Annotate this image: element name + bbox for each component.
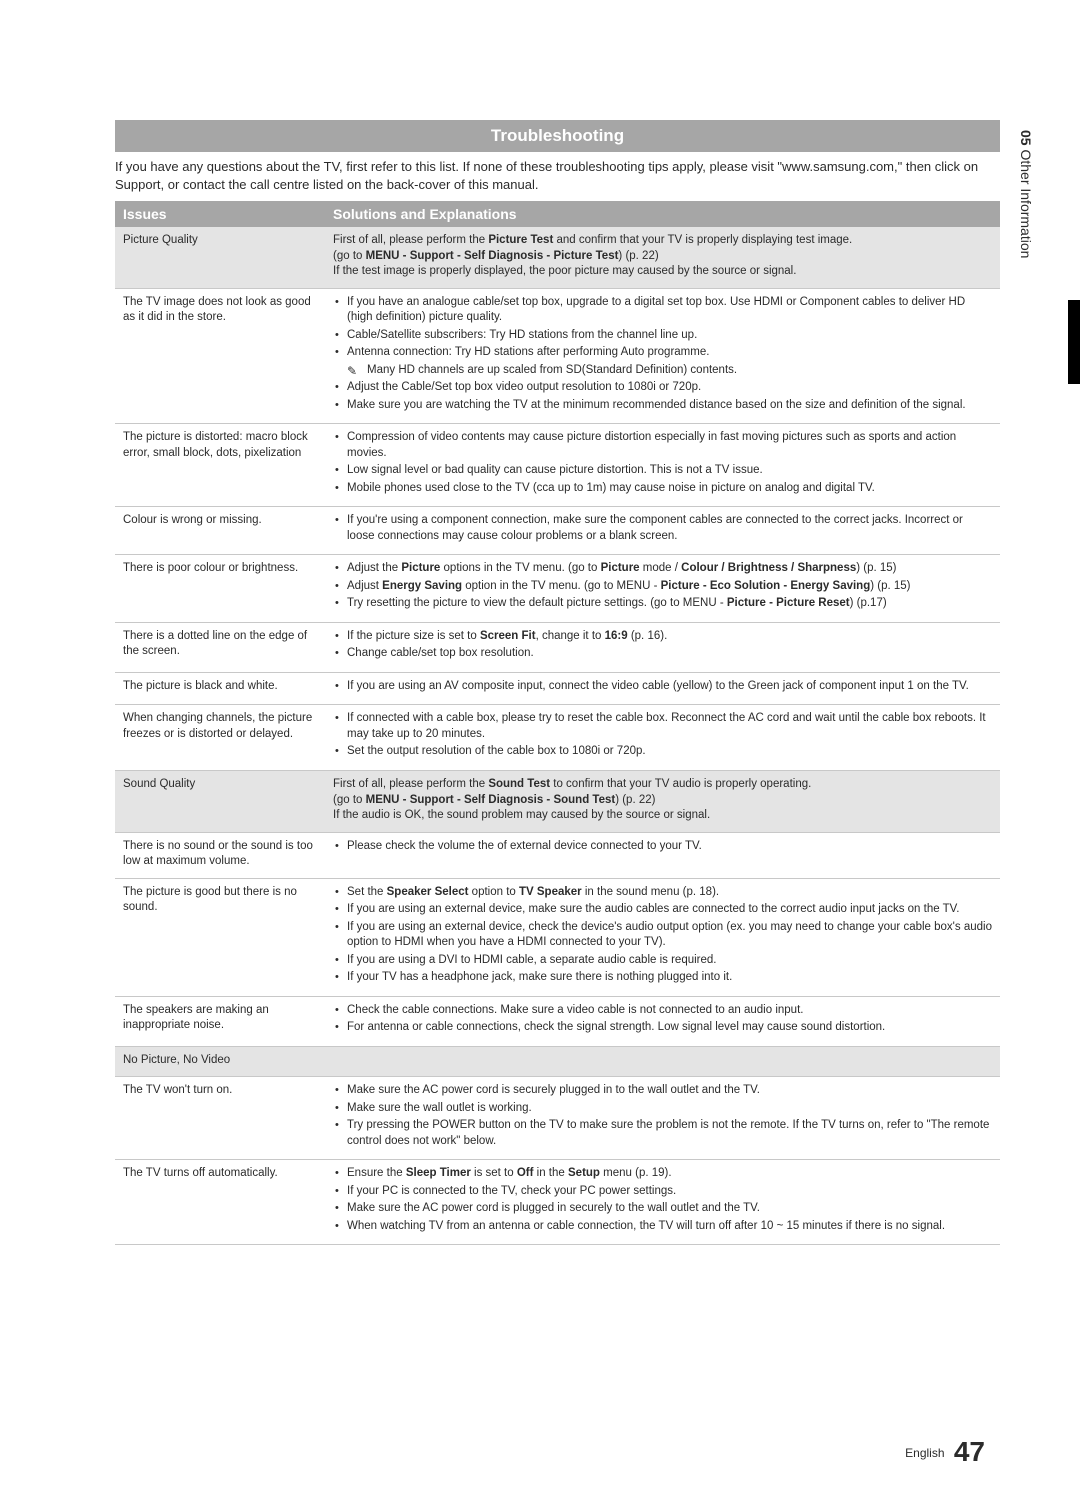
solution-cell: Check the cable connections. Make sure a… bbox=[325, 996, 1000, 1046]
list-item: Mobile phones used close to the TV (cca … bbox=[333, 481, 992, 497]
table-row: Colour is wrong or missing. If you're usi… bbox=[115, 507, 1000, 555]
list-item: Check the cable connections. Make sure a… bbox=[333, 1003, 992, 1019]
solution-cell: If you are using an AV composite input, … bbox=[325, 672, 1000, 705]
issue-cell: The picture is good but there is no soun… bbox=[115, 878, 325, 996]
list-item: If your TV has a headphone jack, make su… bbox=[333, 970, 992, 986]
list-item: Try pressing the POWER button on the TV … bbox=[333, 1118, 992, 1149]
thumb-index-tab bbox=[1068, 300, 1080, 384]
list-item: If you're using a component connection, … bbox=[333, 513, 992, 544]
list-item: When watching TV from an antenna or cabl… bbox=[333, 1219, 992, 1235]
solution-cell: First of all, please perform the Picture… bbox=[325, 227, 1000, 288]
table-row: The picture is black and white. If you ar… bbox=[115, 672, 1000, 705]
list-item: Low signal level or bad quality can caus… bbox=[333, 463, 992, 479]
list-item: Compression of video contents may cause … bbox=[333, 430, 992, 461]
list-item: Make sure the wall outlet is working. bbox=[333, 1101, 992, 1117]
table-row: Picture QualityFirst of all, please perf… bbox=[115, 227, 1000, 288]
list-item: If you have an analogue cable/set top bo… bbox=[333, 295, 992, 326]
table-row: No Picture, No Video bbox=[115, 1046, 1000, 1077]
solution-cell: If you have an analogue cable/set top bo… bbox=[325, 288, 1000, 424]
issue-cell: When changing channels, the picture free… bbox=[115, 705, 325, 771]
issue-cell: There is no sound or the sound is too lo… bbox=[115, 832, 325, 878]
table-row: There is no sound or the sound is too lo… bbox=[115, 832, 1000, 878]
issue-cell: The speakers are making an inappropriate… bbox=[115, 996, 325, 1046]
issue-cell: Colour is wrong or missing. bbox=[115, 507, 325, 555]
list-item: If you are using an external device, mak… bbox=[333, 902, 992, 918]
issue-cell: The picture is black and white. bbox=[115, 672, 325, 705]
list-item: If you are using a DVI to HDMI cable, a … bbox=[333, 953, 992, 969]
intro-text: If you have any questions about the TV, … bbox=[115, 158, 1000, 193]
table-row: There is poor colour or brightness. Adjus… bbox=[115, 555, 1000, 623]
issue-cell: The TV turns off automatically. bbox=[115, 1160, 325, 1245]
solution-cell: If the picture size is set to Screen Fit… bbox=[325, 622, 1000, 672]
issue-cell: Sound Quality bbox=[115, 770, 325, 832]
solution-cell: Adjust the Picture options in the TV men… bbox=[325, 555, 1000, 623]
table-row: Sound QualityFirst of all, please perfor… bbox=[115, 770, 1000, 832]
troubleshooting-table: Issues Solutions and Explanations Pictur… bbox=[115, 201, 1000, 1245]
solution-cell: Please check the volume the of external … bbox=[325, 832, 1000, 878]
list-item: Try resetting the picture to view the de… bbox=[333, 596, 992, 612]
page-number: 47 bbox=[954, 1436, 985, 1467]
issue-cell: The TV won't turn on. bbox=[115, 1077, 325, 1160]
page-title-bar: Troubleshooting bbox=[115, 120, 1000, 152]
table-row: The picture is distorted: macro block er… bbox=[115, 424, 1000, 507]
list-item: If connected with a cable box, please tr… bbox=[333, 711, 992, 742]
footer-lang: English bbox=[905, 1446, 944, 1460]
note: Many HD channels are up scaled from SD(S… bbox=[333, 363, 992, 379]
issue-cell: Picture Quality bbox=[115, 227, 325, 288]
list-item: Please check the volume the of external … bbox=[333, 839, 992, 855]
table-row: The TV image does not look as good as it… bbox=[115, 288, 1000, 424]
section-title: Other Information bbox=[1018, 149, 1034, 258]
section-row: No Picture, No Video bbox=[115, 1046, 1000, 1077]
table-row: The TV won't turn on. Make sure the AC po… bbox=[115, 1077, 1000, 1160]
list-item: Cable/Satellite subscribers: Try HD stat… bbox=[333, 328, 992, 344]
list-item: Ensure the Sleep Timer is set to Off in … bbox=[333, 1166, 992, 1182]
solution-cell: If you're using a component connection, … bbox=[325, 507, 1000, 555]
list-item: Antenna connection: Try HD stations afte… bbox=[333, 345, 992, 361]
list-item: If you are using an AV composite input, … bbox=[333, 679, 992, 695]
solution-cell: First of all, please perform the Sound T… bbox=[325, 770, 1000, 832]
list-item: Set the Speaker Select option to TV Spea… bbox=[333, 885, 992, 901]
table-row: The TV turns off automatically. Ensure th… bbox=[115, 1160, 1000, 1245]
solution-cell: If connected with a cable box, please tr… bbox=[325, 705, 1000, 771]
th-solutions: Solutions and Explanations bbox=[325, 201, 1000, 227]
list-item: Adjust Energy Saving option in the TV me… bbox=[333, 579, 992, 595]
solution-cell: Ensure the Sleep Timer is set to Off in … bbox=[325, 1160, 1000, 1245]
issue-cell: There is a dotted line on the edge of th… bbox=[115, 622, 325, 672]
list-item: Make sure the AC power cord is securely … bbox=[333, 1083, 992, 1099]
th-issues: Issues bbox=[115, 201, 325, 227]
solution-cell: Compression of video contents may cause … bbox=[325, 424, 1000, 507]
list-item: For antenna or cable connections, check … bbox=[333, 1020, 992, 1036]
list-item: If your PC is connected to the TV, check… bbox=[333, 1184, 992, 1200]
list-item: Make sure the AC power cord is plugged i… bbox=[333, 1201, 992, 1217]
list-item: If the picture size is set to Screen Fit… bbox=[333, 629, 992, 645]
issue-cell: There is poor colour or brightness. bbox=[115, 555, 325, 623]
solution-cell: Make sure the AC power cord is securely … bbox=[325, 1077, 1000, 1160]
footer: English 47 bbox=[905, 1436, 985, 1468]
list-item: Change cable/set top box resolution. bbox=[333, 646, 992, 662]
side-tab: 05 Other Information bbox=[1018, 130, 1034, 258]
issue-cell: The TV image does not look as good as it… bbox=[115, 288, 325, 424]
table-row: The picture is good but there is no soun… bbox=[115, 878, 1000, 996]
table-row: There is a dotted line on the edge of th… bbox=[115, 622, 1000, 672]
solution-cell: Set the Speaker Select option to TV Spea… bbox=[325, 878, 1000, 996]
section-number: 05 bbox=[1018, 130, 1034, 146]
list-item: Adjust the Picture options in the TV men… bbox=[333, 561, 992, 577]
page: 05 Other Information Troubleshooting If … bbox=[0, 0, 1080, 1494]
list-item: Adjust the Cable/Set top box video outpu… bbox=[333, 380, 992, 396]
table-row: The speakers are making an inappropriate… bbox=[115, 996, 1000, 1046]
list-item: If you are using an external device, che… bbox=[333, 920, 992, 951]
issue-cell: The picture is distorted: macro block er… bbox=[115, 424, 325, 507]
list-item: Set the output resolution of the cable b… bbox=[333, 744, 992, 760]
list-item: Make sure you are watching the TV at the… bbox=[333, 398, 992, 414]
table-row: When changing channels, the picture free… bbox=[115, 705, 1000, 771]
